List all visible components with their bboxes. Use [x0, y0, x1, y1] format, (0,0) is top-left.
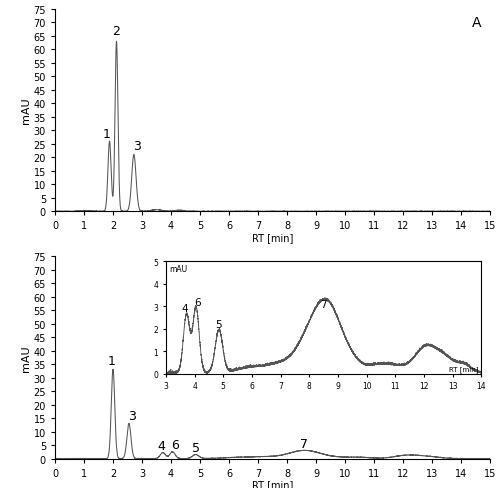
X-axis label: RT [min]: RT [min] [252, 232, 293, 243]
Text: 7: 7 [300, 437, 308, 450]
Text: A: A [472, 16, 482, 30]
Text: 1: 1 [108, 354, 116, 367]
Text: B: B [472, 263, 482, 277]
Text: 4: 4 [157, 439, 165, 452]
Text: 3: 3 [128, 409, 136, 422]
Text: 2: 2 [112, 25, 120, 38]
Text: 3: 3 [134, 140, 141, 153]
Text: 6: 6 [171, 438, 178, 451]
Y-axis label: mAU: mAU [20, 98, 30, 124]
Y-axis label: mAU: mAU [20, 345, 30, 371]
Text: 5: 5 [192, 441, 200, 454]
Text: 1: 1 [102, 127, 110, 141]
X-axis label: RT [min]: RT [min] [252, 479, 293, 488]
